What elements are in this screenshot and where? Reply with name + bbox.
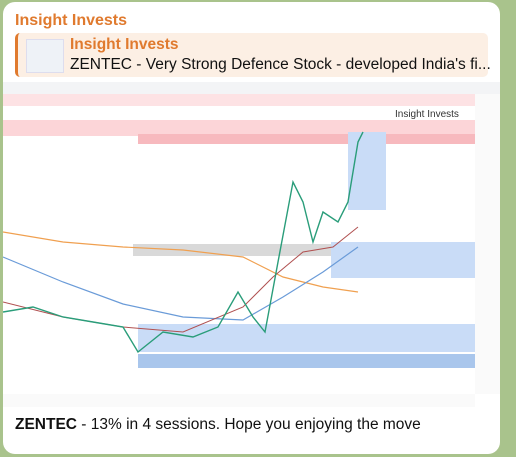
zone (348, 132, 386, 210)
zone (331, 242, 475, 278)
zone (3, 94, 475, 106)
message-bubble: Insight Invests Insight Invests ZENTEC -… (3, 2, 500, 454)
toolbar (3, 82, 500, 94)
moving-average (3, 231, 359, 293)
moving-average (3, 246, 359, 321)
zone (133, 244, 333, 256)
chart-image[interactable]: Insight Invests (3, 82, 500, 407)
zone (138, 134, 475, 144)
price-axis (475, 94, 500, 394)
reply-thumbnail (26, 39, 64, 73)
reply-preview[interactable]: Insight Invests ZENTEC - Very Strong Def… (15, 33, 491, 77)
message-bold: ZENTEC (15, 416, 77, 433)
price-line (3, 131, 364, 354)
time-axis (3, 394, 475, 407)
message-text: ZENTEC - 13% in 4 sessions. Hope you enj… (15, 416, 421, 434)
watermark: Insight Invests (395, 109, 459, 120)
zone (138, 354, 475, 368)
message-body: - 13% in 4 sessions. Hope you enjoying t… (77, 416, 421, 433)
zone (138, 324, 475, 352)
zone (3, 120, 475, 136)
reply-name: Insight Invests (70, 36, 179, 53)
sender-name[interactable]: Insight Invests (15, 12, 128, 29)
reply-text: ZENTEC - Very Strong Defence Stock - dev… (70, 56, 491, 73)
